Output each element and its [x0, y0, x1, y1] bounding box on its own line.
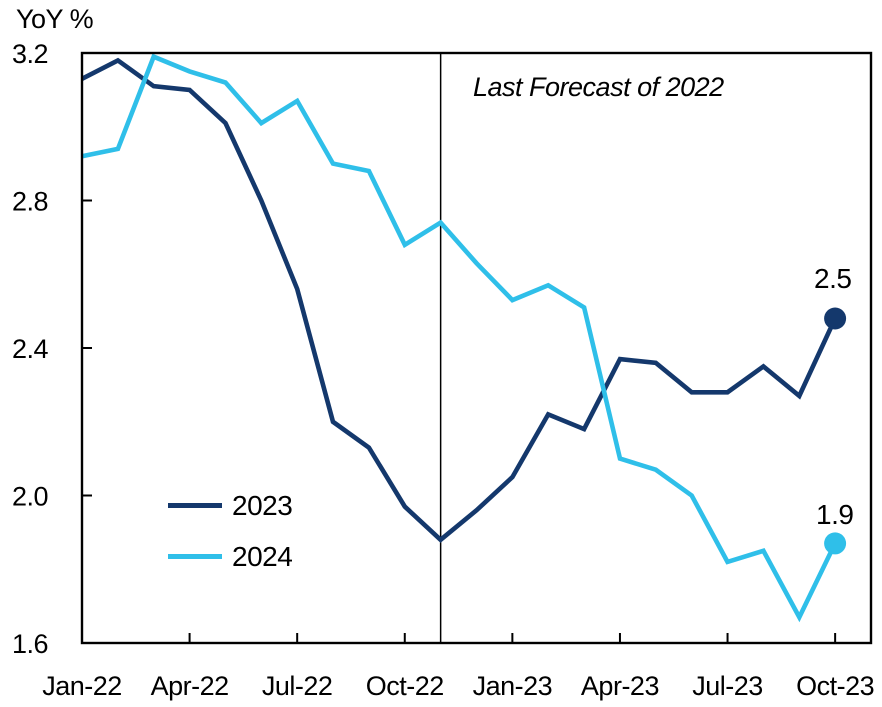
x-tick-label: Apr-22	[151, 671, 229, 701]
series-line-2023	[80, 57, 838, 543]
legend-label-2024: 2024	[232, 540, 293, 572]
end-value-label-2024: 1.9	[816, 499, 854, 530]
x-tick-label: Oct-22	[366, 671, 444, 701]
y-tick-label: 2.4	[12, 334, 49, 364]
end-dot-2023	[824, 307, 847, 330]
y-tick-label: 2.0	[12, 482, 48, 512]
end-value-label-2023: 2.5	[814, 263, 852, 294]
x-tick-label: Jul-22	[262, 671, 333, 701]
x-tick-label: Jul-23	[692, 671, 763, 701]
legend-line-sample-2024	[168, 554, 222, 559]
legend-item-2023: 2023	[168, 480, 293, 531]
x-tick-label: Oct-23	[796, 671, 874, 701]
legend-item-2024: 2024	[168, 531, 293, 582]
legend-line-sample-2023	[168, 503, 222, 508]
vline-annotation-label: Last Forecast of 2022	[473, 72, 724, 102]
y-tick-label: 3.2	[12, 39, 48, 69]
series-line-2024	[81, 53, 838, 623]
y-axis-title: YoY %	[16, 4, 94, 34]
legend: 2023 2024	[168, 480, 293, 582]
y-tick-label: 1.6	[12, 629, 48, 659]
y-tick-label: 2.8	[12, 187, 48, 217]
legend-label-2023: 2023	[232, 489, 293, 521]
x-tick-label: Jan-23	[473, 671, 553, 701]
end-dot-2024	[824, 532, 847, 555]
x-tick-label: Apr-23	[581, 671, 659, 701]
x-tick-label: Jan-22	[42, 671, 122, 701]
